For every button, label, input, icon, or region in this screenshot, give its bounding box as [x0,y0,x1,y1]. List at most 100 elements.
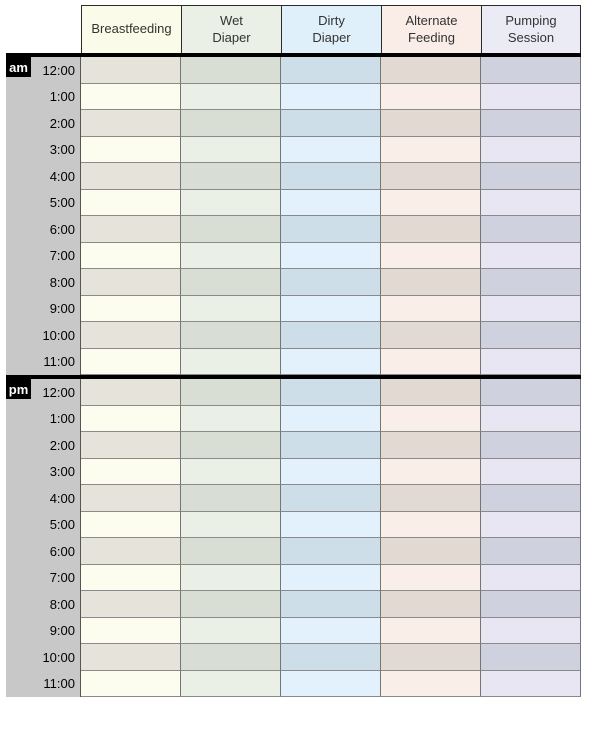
time-label-cell: 6:00 [6,216,81,243]
grid-cell-dirty-diaper [281,405,381,432]
grid-cell-breastfeeding [81,189,181,216]
time-label: 4:00 [49,168,75,184]
grid-cell-breastfeeding [81,617,181,644]
grid-cell-pumping-session [481,485,581,512]
grid-cell-wet-diaper [181,591,281,618]
time-label-cell: 11:00 [6,670,81,697]
table-row: 1:00 [6,405,581,432]
time-label: 7:00 [49,248,75,264]
grid-cell-pumping-session [481,57,581,84]
grid-cell-breastfeeding [81,136,181,163]
column-header-dirty-diaper: Dirty Diaper [281,5,381,53]
grid-cell-dirty-diaper [281,110,381,137]
time-label: 9:00 [49,301,75,317]
grid-cell-dirty-diaper [281,163,381,190]
grid-cell-dirty-diaper [281,83,381,110]
time-label-cell: 3:00 [6,136,81,163]
grid-cell-wet-diaper [181,163,281,190]
time-label-cell: 6:00 [6,538,81,565]
grid-cell-breastfeeding [81,57,181,84]
grid-cell-alternate-feeding [381,511,481,538]
time-label: 1:00 [49,89,75,105]
grid-cell-dirty-diaper [281,242,381,269]
table-row: 4:00 [6,485,581,512]
grid-cell-alternate-feeding [381,57,481,84]
grid-cell-wet-diaper [181,216,281,243]
grid-cell-wet-diaper [181,564,281,591]
grid-cell-alternate-feeding [381,163,481,190]
grid-cell-dirty-diaper [281,348,381,375]
grid-cell-wet-diaper [181,379,281,406]
grid-cell-alternate-feeding [381,644,481,671]
grid-cell-pumping-session [481,379,581,406]
grid-cell-pumping-session [481,644,581,671]
grid-cell-pumping-session [481,136,581,163]
time-label: 6:00 [49,543,75,559]
grid-cell-wet-diaper [181,322,281,349]
grid-cell-alternate-feeding [381,670,481,697]
time-label-cell: 4:00 [6,163,81,190]
table-row: 11:00 [6,670,581,697]
grid-cell-dirty-diaper [281,379,381,406]
time-label-cell: 1:00 [6,83,81,110]
time-label-cell: 8:00 [6,591,81,618]
table-row: pm 12:00 [6,379,581,406]
time-label-cell: am 12:00 [6,57,81,84]
grid-cell-alternate-feeding [381,348,481,375]
column-header-label: Dirty Diaper [312,13,351,45]
grid-cell-pumping-session [481,110,581,137]
time-label-cell: 8:00 [6,269,81,296]
grid-cell-breastfeeding [81,83,181,110]
grid-cell-wet-diaper [181,511,281,538]
grid-cell-breastfeeding [81,591,181,618]
grid-cell-pumping-session [481,538,581,565]
grid-cell-alternate-feeding [381,564,481,591]
table-row: 1:00 [6,83,581,110]
time-label-cell: 2:00 [6,432,81,459]
column-header-alternate-feeding: Alternate Feeding [381,5,481,53]
time-label-cell: 7:00 [6,564,81,591]
grid-cell-pumping-session [481,163,581,190]
grid-cell-wet-diaper [181,348,281,375]
table-row: 2:00 [6,110,581,137]
column-header-wet-diaper: Wet Diaper [181,5,281,53]
grid-cell-breastfeeding [81,379,181,406]
grid-cell-pumping-session [481,269,581,296]
time-label: 2:00 [49,437,75,453]
table-row: 11:00 [6,348,581,375]
time-label-cell: 1:00 [6,405,81,432]
grid-cell-dirty-diaper [281,189,381,216]
grid-cell-dirty-diaper [281,269,381,296]
pm-divider [6,375,581,379]
time-label: 5:00 [49,517,75,533]
grid-cell-dirty-diaper [281,591,381,618]
grid-cell-dirty-diaper [281,458,381,485]
grid-cell-wet-diaper [181,617,281,644]
grid-cell-alternate-feeding [381,189,481,216]
grid-cell-breastfeeding [81,458,181,485]
table-row: 9:00 [6,617,581,644]
grid-cell-alternate-feeding [381,110,481,137]
grid-cell-breastfeeding [81,322,181,349]
grid-cell-breastfeeding [81,538,181,565]
section-badge-pm: pm [6,379,31,399]
grid-cell-wet-diaper [181,432,281,459]
header-divider [6,53,581,57]
grid-cell-breastfeeding [81,644,181,671]
grid-cell-pumping-session [481,458,581,485]
grid-cell-wet-diaper [181,405,281,432]
grid-cell-wet-diaper [181,458,281,485]
grid-cell-dirty-diaper [281,670,381,697]
grid-cell-alternate-feeding [381,458,481,485]
table-row: 10:00 [6,644,581,671]
time-label: 8:00 [49,274,75,290]
grid-cell-pumping-session [481,348,581,375]
grid-cell-wet-diaper [181,538,281,565]
grid-cell-alternate-feeding [381,216,481,243]
grid-cell-alternate-feeding [381,242,481,269]
time-grid: Breastfeeding Wet Diaper Dirty Diaper Alter… [6,5,581,697]
grid-cell-alternate-feeding [381,295,481,322]
grid-cell-breastfeeding [81,348,181,375]
grid-cell-breastfeeding [81,405,181,432]
